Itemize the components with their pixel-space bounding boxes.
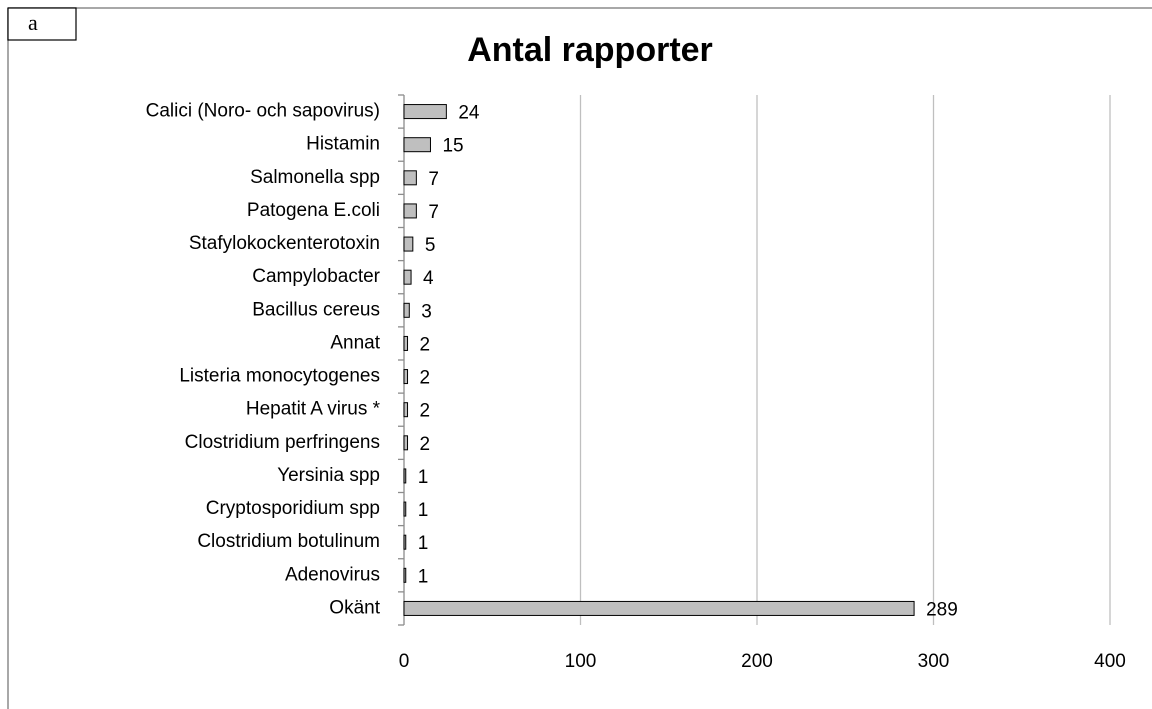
- y-tick-label: Campylobacter: [252, 266, 380, 287]
- value-label: 2: [420, 368, 431, 389]
- bar: [403, 236, 414, 252]
- bar: [403, 567, 407, 583]
- y-tick-label: Adenovirus: [285, 564, 380, 585]
- value-label: 24: [458, 103, 480, 124]
- bar: [403, 501, 407, 517]
- y-tick-label: Calici (Noro- och sapovirus): [146, 101, 380, 122]
- x-tick-label: 0: [399, 651, 410, 672]
- y-tick-label: Cryptosporidium spp: [206, 498, 380, 519]
- y-tick-label: Clostridium botulinum: [197, 531, 380, 552]
- bar: [403, 600, 915, 616]
- value-label: 5: [425, 235, 436, 256]
- y-tick-label: Listeria monocytogenes: [179, 366, 380, 387]
- y-tick-label: Patogena E.coli: [247, 200, 380, 221]
- chart-title: Antal rapporter: [467, 31, 713, 69]
- value-label: 7: [428, 169, 439, 190]
- value-label: 7: [428, 202, 439, 223]
- bar: [403, 534, 407, 550]
- value-label: 1: [418, 533, 429, 554]
- value-label: 4: [423, 268, 434, 289]
- bar: [403, 269, 412, 285]
- value-label: 2: [420, 334, 431, 355]
- x-tick-label: 400: [1094, 651, 1126, 672]
- bar: [403, 137, 431, 153]
- bar: [403, 435, 409, 451]
- value-label: 1: [418, 500, 429, 521]
- bar: [403, 203, 417, 219]
- value-label: 1: [418, 566, 429, 587]
- x-tick-label: 200: [741, 651, 773, 672]
- y-tick-label: Yersinia spp: [277, 465, 380, 486]
- panel-box: [7, 7, 77, 41]
- y-tick-label: Histamin: [306, 134, 380, 155]
- bar: [403, 402, 409, 418]
- bar: [403, 170, 417, 186]
- value-label: 289: [926, 599, 958, 620]
- bar: [403, 335, 409, 351]
- y-tick-label: Salmonella spp: [250, 167, 380, 188]
- bar: [403, 104, 447, 120]
- value-label: 2: [420, 401, 431, 422]
- y-tick-label: Stafylokockenterotoxin: [189, 233, 380, 254]
- value-label: 2: [420, 434, 431, 455]
- y-tick-label: Clostridium perfringens: [185, 432, 380, 453]
- value-label: 15: [442, 136, 463, 157]
- value-label: 1: [418, 467, 429, 488]
- y-tick-label: Bacillus cereus: [252, 299, 380, 320]
- y-tick-label: Annat: [330, 332, 380, 353]
- bar: [403, 302, 410, 318]
- bar: [403, 468, 407, 484]
- x-tick-label: 100: [565, 651, 597, 672]
- y-tick-label: Hepatit A virus *: [246, 399, 381, 420]
- y-tick-label: Okänt: [329, 597, 380, 618]
- panel-label: a: [28, 10, 38, 35]
- value-label: 3: [421, 301, 432, 322]
- bar: [403, 369, 409, 385]
- x-tick-label: 300: [918, 651, 950, 672]
